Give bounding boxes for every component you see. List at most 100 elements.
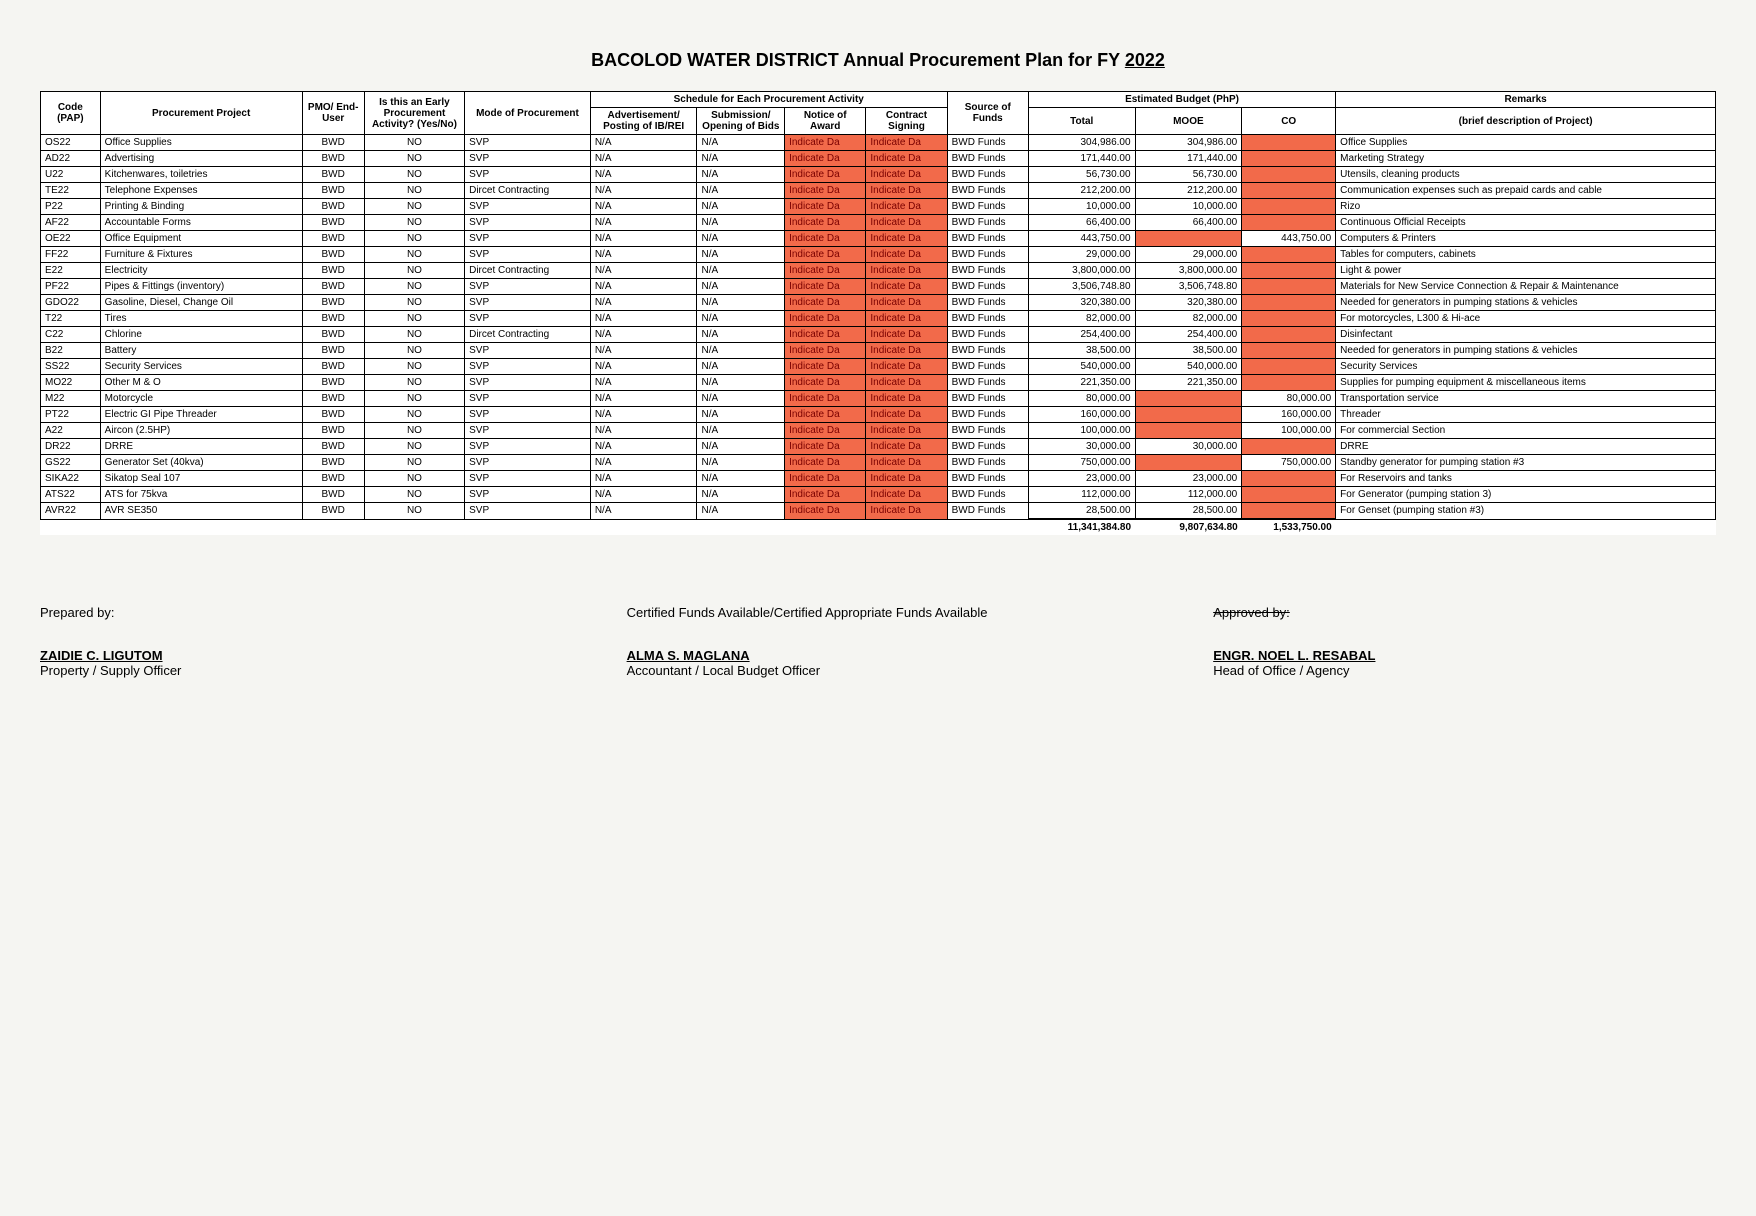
table-row: A22Aircon (2.5HP)BWDNOSVPN/AN/AIndicate … (41, 423, 1716, 439)
signature-approved: Approved by: ENGR. NOEL L. RESABAL Head … (1213, 605, 1716, 678)
cell-total: 3,506,748.80 (1028, 279, 1135, 295)
cell-mooe (1135, 423, 1242, 439)
cell-mode: SVP (465, 135, 591, 151)
cell-notice: Indicate Da (785, 311, 866, 327)
col-remarks-sub: (brief description of Project) (1336, 108, 1716, 135)
cell-contract: Indicate Da (866, 455, 947, 471)
cell-remarks: Marketing Strategy (1336, 151, 1716, 167)
cell-contract: Indicate Da (866, 199, 947, 215)
cell-contract: Indicate Da (866, 151, 947, 167)
cell-pmo: BWD (302, 503, 364, 520)
table-row: E22ElectricityBWDNODircet ContractingN/A… (41, 263, 1716, 279)
cell-project: Sikatop Seal 107 (100, 471, 302, 487)
cell-ad: N/A (590, 359, 697, 375)
cell-total: 320,380.00 (1028, 295, 1135, 311)
cell-source: BWD Funds (947, 231, 1028, 247)
cell-remarks: Needed for generators in pumping station… (1336, 295, 1716, 311)
cell-early: NO (364, 135, 464, 151)
cell-project: Advertising (100, 151, 302, 167)
cell-contract: Indicate Da (866, 295, 947, 311)
cell-project: Telephone Expenses (100, 183, 302, 199)
cell-pmo: BWD (302, 279, 364, 295)
sig2-label: Certified Funds Available/Certified Appr… (627, 605, 1130, 620)
cell-project: Electricity (100, 263, 302, 279)
cell-code: AF22 (41, 215, 101, 231)
col-budget: Estimated Budget (PhP) (1028, 92, 1335, 108)
cell-co (1242, 439, 1336, 455)
cell-ad: N/A (590, 231, 697, 247)
cell-code: E22 (41, 263, 101, 279)
cell-co (1242, 503, 1336, 520)
cell-source: BWD Funds (947, 199, 1028, 215)
cell-source: BWD Funds (947, 503, 1028, 520)
cell-contract: Indicate Da (866, 279, 947, 295)
cell-project: Aircon (2.5HP) (100, 423, 302, 439)
cell-mooe: 304,986.00 (1135, 135, 1242, 151)
col-sched-notice: Notice of Award (785, 108, 866, 135)
col-sched-ad: Advertisement/ Posting of IB/REI (590, 108, 697, 135)
cell-pmo: BWD (302, 359, 364, 375)
cell-project: DRRE (100, 439, 302, 455)
cell-mooe (1135, 455, 1242, 471)
table-body: OS22Office SuppliesBWDNOSVPN/AN/AIndicat… (41, 135, 1716, 536)
cell-ad: N/A (590, 263, 697, 279)
cell-mooe: 10,000.00 (1135, 199, 1242, 215)
cell-remarks: Supplies for pumping equipment & miscell… (1336, 375, 1716, 391)
cell-contract: Indicate Da (866, 327, 947, 343)
cell-ad: N/A (590, 503, 697, 520)
cell-total: 750,000.00 (1028, 455, 1135, 471)
cell-source: BWD Funds (947, 327, 1028, 343)
cell-mode: SVP (465, 279, 591, 295)
col-project: Procurement Project (100, 92, 302, 135)
cell-notice: Indicate Da (785, 503, 866, 520)
cell-mooe: 3,506,748.80 (1135, 279, 1242, 295)
cell-notice: Indicate Da (785, 295, 866, 311)
cell-early: NO (364, 423, 464, 439)
cell-co (1242, 487, 1336, 503)
cell-co (1242, 327, 1336, 343)
cell-total: 28,500.00 (1028, 503, 1135, 520)
cell-mode: SVP (465, 247, 591, 263)
cell-notice: Indicate Da (785, 343, 866, 359)
table-row: T22TiresBWDNOSVPN/AN/AIndicate DaIndicat… (41, 311, 1716, 327)
sig1-name: ZAIDIE C. LIGUTOM (40, 648, 543, 663)
cell-ad: N/A (590, 279, 697, 295)
cell-early: NO (364, 199, 464, 215)
col-sched-contract: Contract Signing (866, 108, 947, 135)
cell-co (1242, 279, 1336, 295)
cell-co: 160,000.00 (1242, 407, 1336, 423)
cell-mooe: 112,000.00 (1135, 487, 1242, 503)
cell-sub: N/A (697, 167, 785, 183)
cell-contract: Indicate Da (866, 471, 947, 487)
cell-mooe: 38,500.00 (1135, 343, 1242, 359)
cell-total: 221,350.00 (1028, 375, 1135, 391)
table-row: TE22Telephone ExpensesBWDNODircet Contra… (41, 183, 1716, 199)
table-row: GDO22Gasoline, Diesel, Change OilBWDNOSV… (41, 295, 1716, 311)
cell-remarks: DRRE (1336, 439, 1716, 455)
cell-project: Accountable Forms (100, 215, 302, 231)
cell-pmo: BWD (302, 215, 364, 231)
cell-early: NO (364, 231, 464, 247)
cell-code: P22 (41, 199, 101, 215)
cell-co: 750,000.00 (1242, 455, 1336, 471)
total-total: 11,341,384.80 (1028, 519, 1135, 535)
cell-pmo: BWD (302, 455, 364, 471)
cell-source: BWD Funds (947, 247, 1028, 263)
cell-pmo: BWD (302, 151, 364, 167)
cell-sub: N/A (697, 151, 785, 167)
table-row: SIKA22Sikatop Seal 107BWDNOSVPN/AN/AIndi… (41, 471, 1716, 487)
cell-contract: Indicate Da (866, 439, 947, 455)
cell-source: BWD Funds (947, 135, 1028, 151)
cell-co (1242, 263, 1336, 279)
cell-total: 10,000.00 (1028, 199, 1135, 215)
cell-total: 66,400.00 (1028, 215, 1135, 231)
cell-ad: N/A (590, 391, 697, 407)
cell-code: SS22 (41, 359, 101, 375)
cell-total: 112,000.00 (1028, 487, 1135, 503)
cell-mooe: 30,000.00 (1135, 439, 1242, 455)
cell-mode: SVP (465, 231, 591, 247)
totals-row: 11,341,384.809,807,634.801,533,750.00 (41, 519, 1716, 535)
cell-sub: N/A (697, 199, 785, 215)
total-co: 1,533,750.00 (1242, 519, 1336, 535)
cell-mode: SVP (465, 343, 591, 359)
